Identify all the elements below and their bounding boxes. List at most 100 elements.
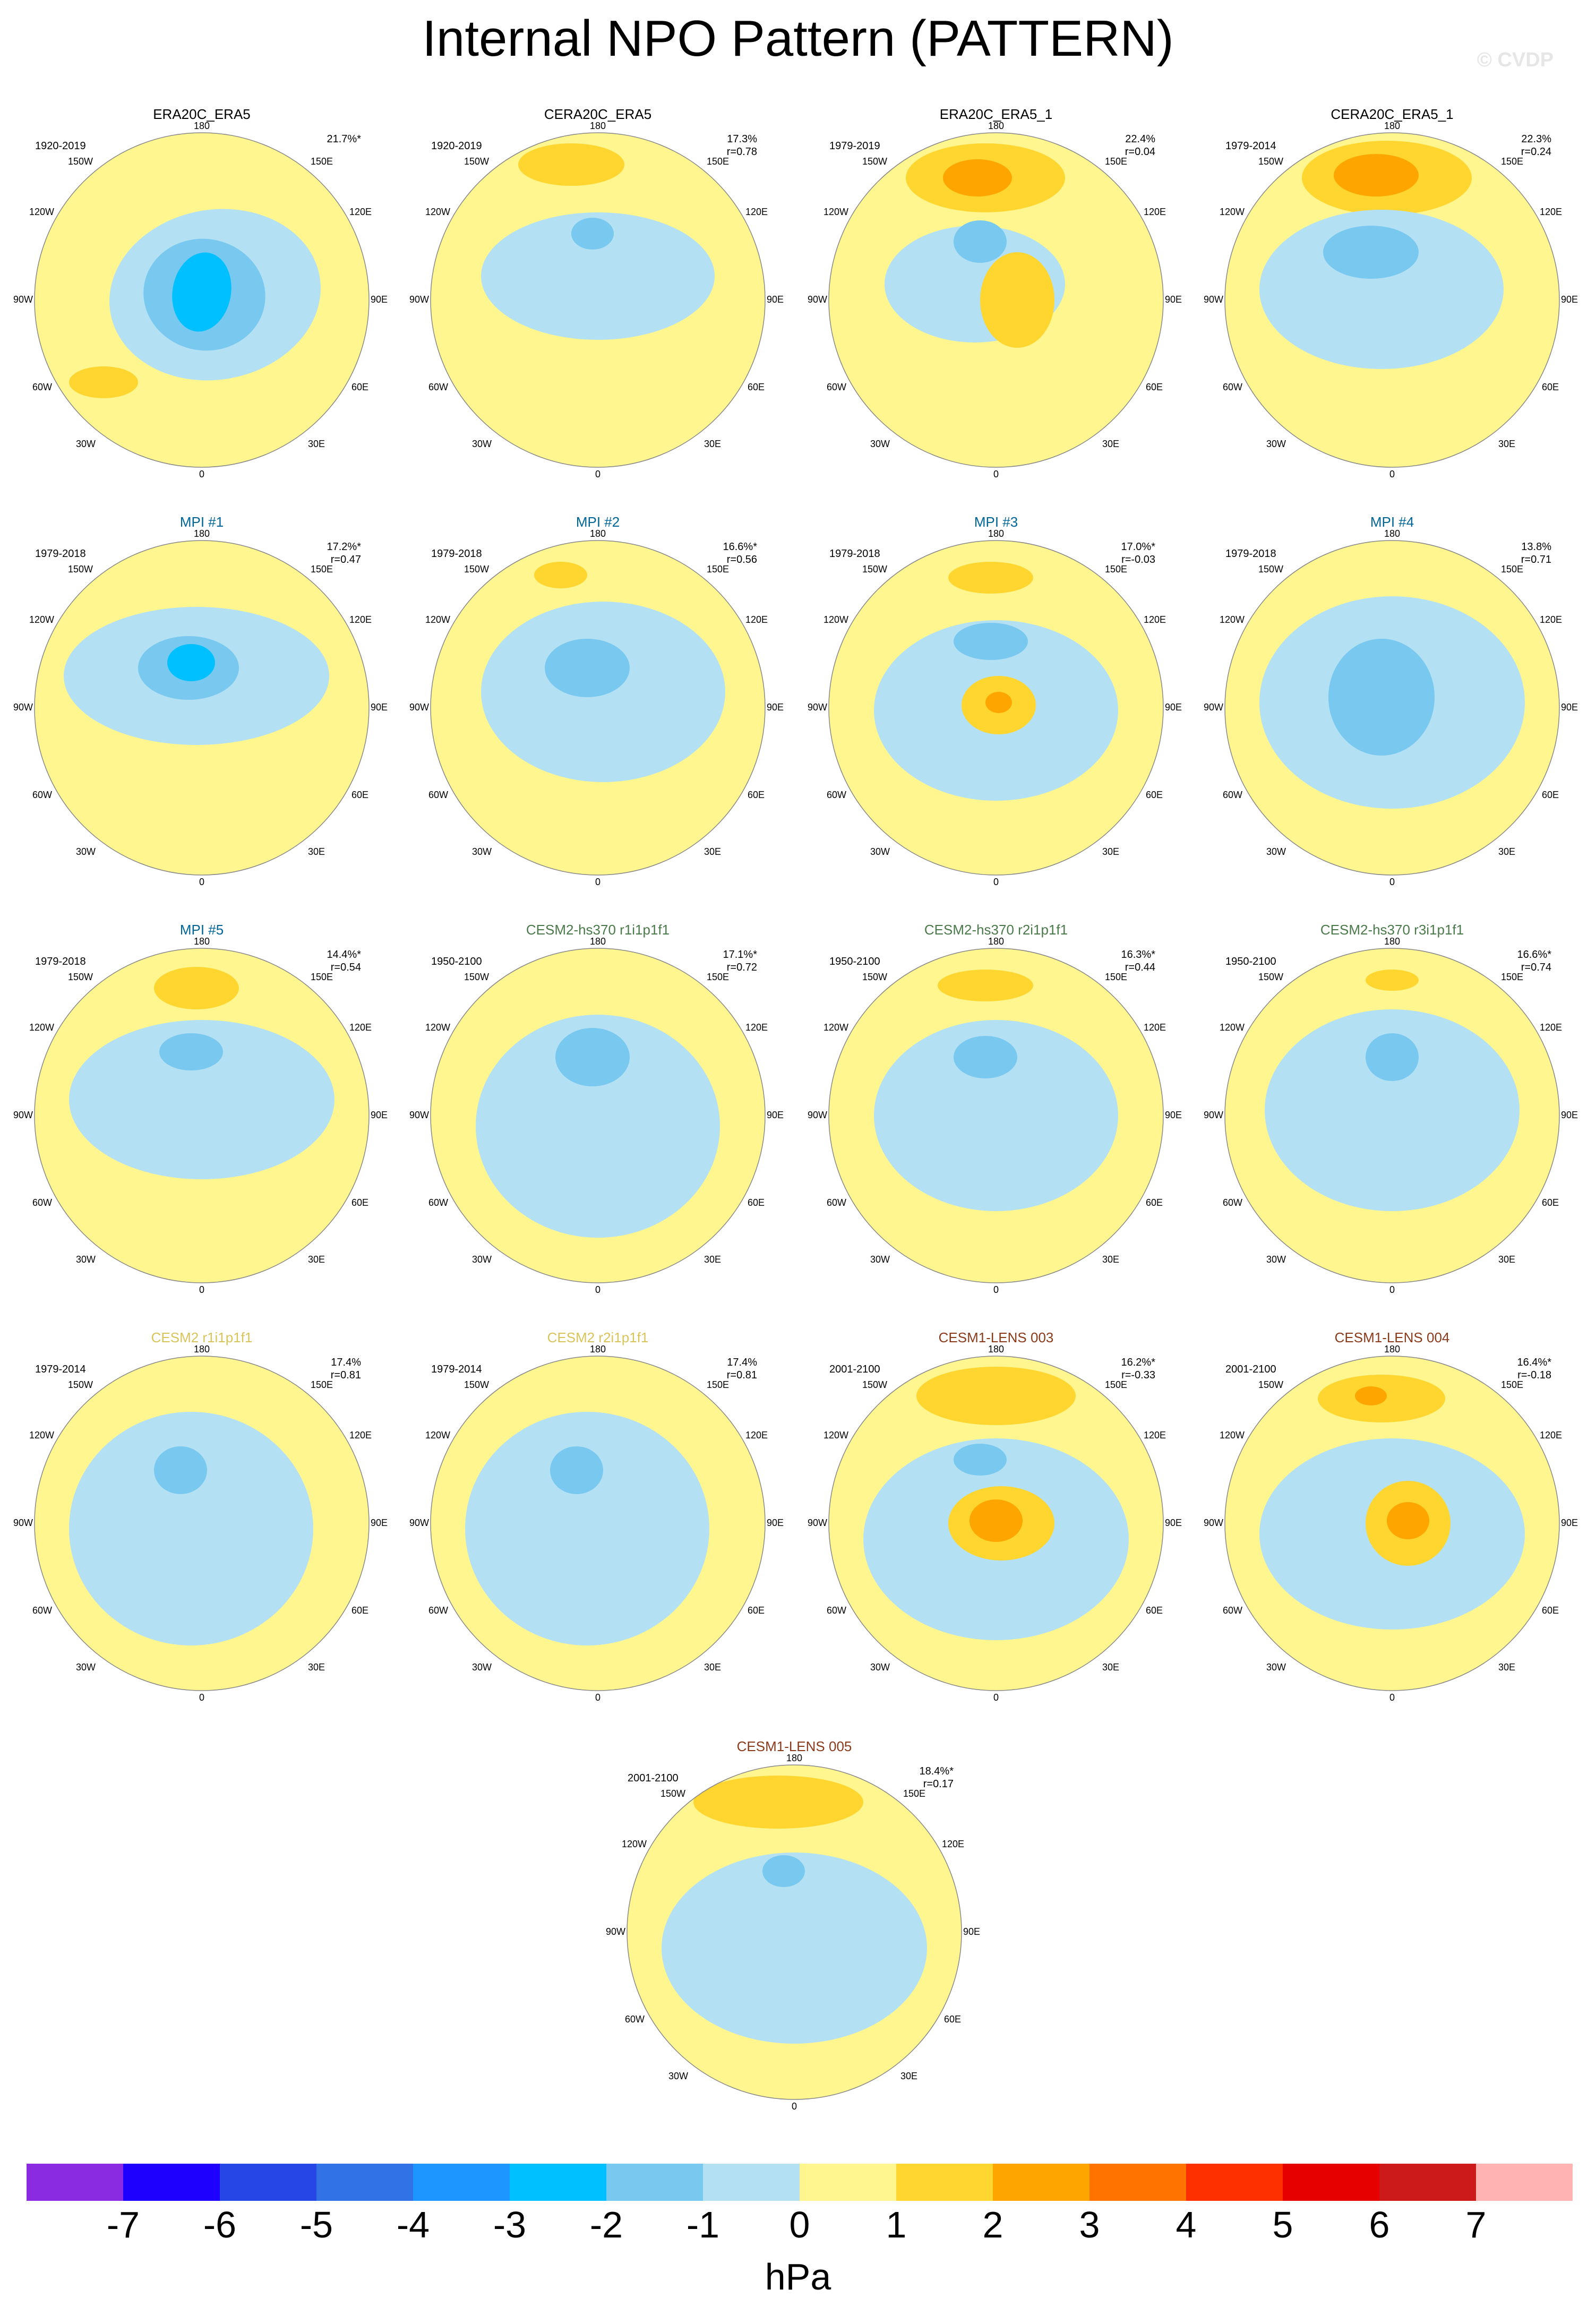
colorbar-box (896, 2164, 993, 2201)
longitude-label: 180 (590, 528, 606, 539)
panel-period: 1979-2018 (35, 956, 86, 967)
contour-fill-region (874, 1020, 1118, 1211)
longitude-label: 150E (707, 564, 729, 575)
map-boundary (828, 948, 1164, 1283)
map-boundary (430, 948, 766, 1283)
panel-period: 1979-2018 (1225, 548, 1276, 560)
contour-fill-region (948, 562, 1033, 594)
longitude-label: 30E (704, 846, 721, 857)
polar-map: 180 0 150W 120W 90W 60W 30W 150E 120E 90E 60E 30E (808, 1344, 1182, 1703)
longitude-label: 90W (409, 1110, 429, 1120)
longitude-label: 60W (1223, 790, 1242, 800)
longitude-label: 120E (1144, 207, 1166, 217)
colorbar-tick-label: 2 (982, 2204, 1003, 2245)
longitude-label: 60E (351, 1605, 368, 1616)
map-panel: MPI #3 1979-2018 17.0%* r=-0.03 180 0 150W 120W… (808, 514, 1182, 896)
longitude-label: 0 (792, 2101, 797, 2112)
longitude-label: 150E (1501, 972, 1523, 982)
longitude-label: 60W (1223, 1605, 1242, 1616)
longitude-label: 90E (1561, 294, 1578, 305)
longitude-label: 60W (32, 1605, 52, 1616)
panel-variance-stats: 14.4%* r=0.54 (327, 948, 362, 974)
panel-variance-pct: 16.6%* (1517, 949, 1552, 961)
panel-pattern-correlation: r=0.17 (923, 1778, 954, 1790)
panel-variance-stats: 22.3% r=0.24 (1521, 133, 1551, 158)
polar-map: 180 0 150W 120W 90W 60W 30W 150E 120E 90E 60E 30E (808, 936, 1182, 1295)
colorbar-box (27, 2164, 123, 2201)
longitude-label: 0 (595, 877, 600, 887)
colorbar-box (1283, 2164, 1379, 2201)
longitude-label: 60W (827, 1197, 846, 1208)
longitude-label: 30E (308, 1254, 325, 1265)
panel-pattern-correlation: r=0.54 (330, 962, 361, 973)
longitude-label: 30W (472, 846, 492, 857)
longitude-label: 150E (707, 156, 729, 167)
longitude-label: 30W (1266, 439, 1286, 449)
longitude-label: 150E (1501, 156, 1523, 167)
longitude-label: 180 (194, 528, 210, 539)
longitude-label: 120E (349, 207, 372, 217)
longitude-label: 30E (704, 1662, 721, 1673)
panel-title: CESM2 r1i1p1f1 (151, 1330, 253, 1345)
colorbar-tick-label: -1 (686, 2204, 720, 2245)
longitude-label: 90W (13, 702, 33, 713)
longitude-label: 90W (409, 294, 429, 305)
longitude-label: 30W (1266, 846, 1286, 857)
longitude-label: 120E (1540, 207, 1562, 217)
longitude-label: 180 (194, 1344, 210, 1354)
map-panel: CESM2-hs370 r1i1p1f1 1950-2100 17.1%* r=0.7… (409, 922, 784, 1304)
longitude-label: 180 (590, 121, 606, 131)
longitude-label: 180 (194, 936, 210, 947)
panel-pattern-correlation: r=0.47 (330, 554, 361, 565)
colorbar (27, 2164, 1573, 2201)
panel-variance-stats: 16.6%* r=0.74 (1517, 948, 1552, 974)
panel-title: ERA20C_ERA5_1 (939, 106, 1053, 122)
longitude-label: 150E (707, 1379, 729, 1390)
map-panel: MPI #5 1979-2018 14.4%* r=0.54 180 0 150W 120W 9… (13, 922, 388, 1304)
panel-pattern-correlation: r=0.81 (726, 1369, 757, 1381)
longitude-label: 90E (1561, 1110, 1578, 1120)
polar-map: 180 0 150W 120W 90W 60W 30W 150E 120E 90E 60E 30E (808, 121, 1182, 479)
longitude-label: 90W (808, 1110, 827, 1120)
longitude-label: 0 (595, 1692, 600, 1703)
longitude-label: 30E (1102, 846, 1119, 857)
panel-pattern-correlation: r=0.56 (726, 554, 757, 565)
panel-title: CERA20C_ERA5_1 (1331, 106, 1454, 122)
panel-variance-pct: 16.2%* (1121, 1357, 1156, 1368)
longitude-label: 150E (311, 564, 333, 575)
longitude-label: 60W (32, 382, 52, 392)
longitude-label: 0 (993, 1692, 999, 1703)
longitude-label: 30E (1102, 1662, 1119, 1673)
contour-fill-region (762, 1855, 805, 1887)
longitude-label: 150E (311, 972, 333, 982)
longitude-label: 90E (963, 1926, 980, 1937)
longitude-label: 150E (311, 1379, 333, 1390)
longitude-label: 120E (349, 1430, 372, 1441)
panel-title: ERA20C_ERA5 (153, 106, 251, 122)
longitude-label: 30E (704, 439, 721, 449)
contour-fill-region (550, 1446, 603, 1494)
longitude-label: 150W (862, 564, 887, 575)
panel-period: 1979-2018 (431, 548, 482, 560)
map-boundary (430, 540, 766, 876)
longitude-label: 120E (1540, 1430, 1562, 1441)
longitude-label: 90E (371, 1517, 388, 1528)
longitude-label: 180 (786, 1753, 802, 1763)
longitude-label: 30W (1266, 1662, 1286, 1673)
panel-title: MPI #2 (576, 514, 620, 530)
longitude-label: 90W (808, 1517, 827, 1528)
longitude-label: 180 (988, 121, 1004, 131)
longitude-label: 150W (464, 972, 489, 982)
polar-map: 180 0 150W 120W 90W 60W 30W 150E 120E 90E 60E 30E (409, 528, 784, 887)
longitude-label: 30W (472, 1662, 492, 1673)
panel-period: 2001-2100 (1225, 1364, 1276, 1375)
panel-title: CESM1-LENS 003 (938, 1330, 1054, 1345)
colorbar-box (703, 2164, 800, 2201)
map-panel: CESM2 r2i1p1f1 1979-2014 17.4% r=0.81 180 0 15… (409, 1330, 784, 1712)
longitude-label: 60E (1146, 1197, 1163, 1208)
contour-fill-region (69, 1020, 334, 1179)
longitude-label: 90W (409, 1517, 429, 1528)
longitude-label: 60W (428, 382, 448, 392)
panel-variance-stats: 17.4% r=0.81 (727, 1356, 757, 1382)
longitude-label: 90W (1204, 1517, 1223, 1528)
